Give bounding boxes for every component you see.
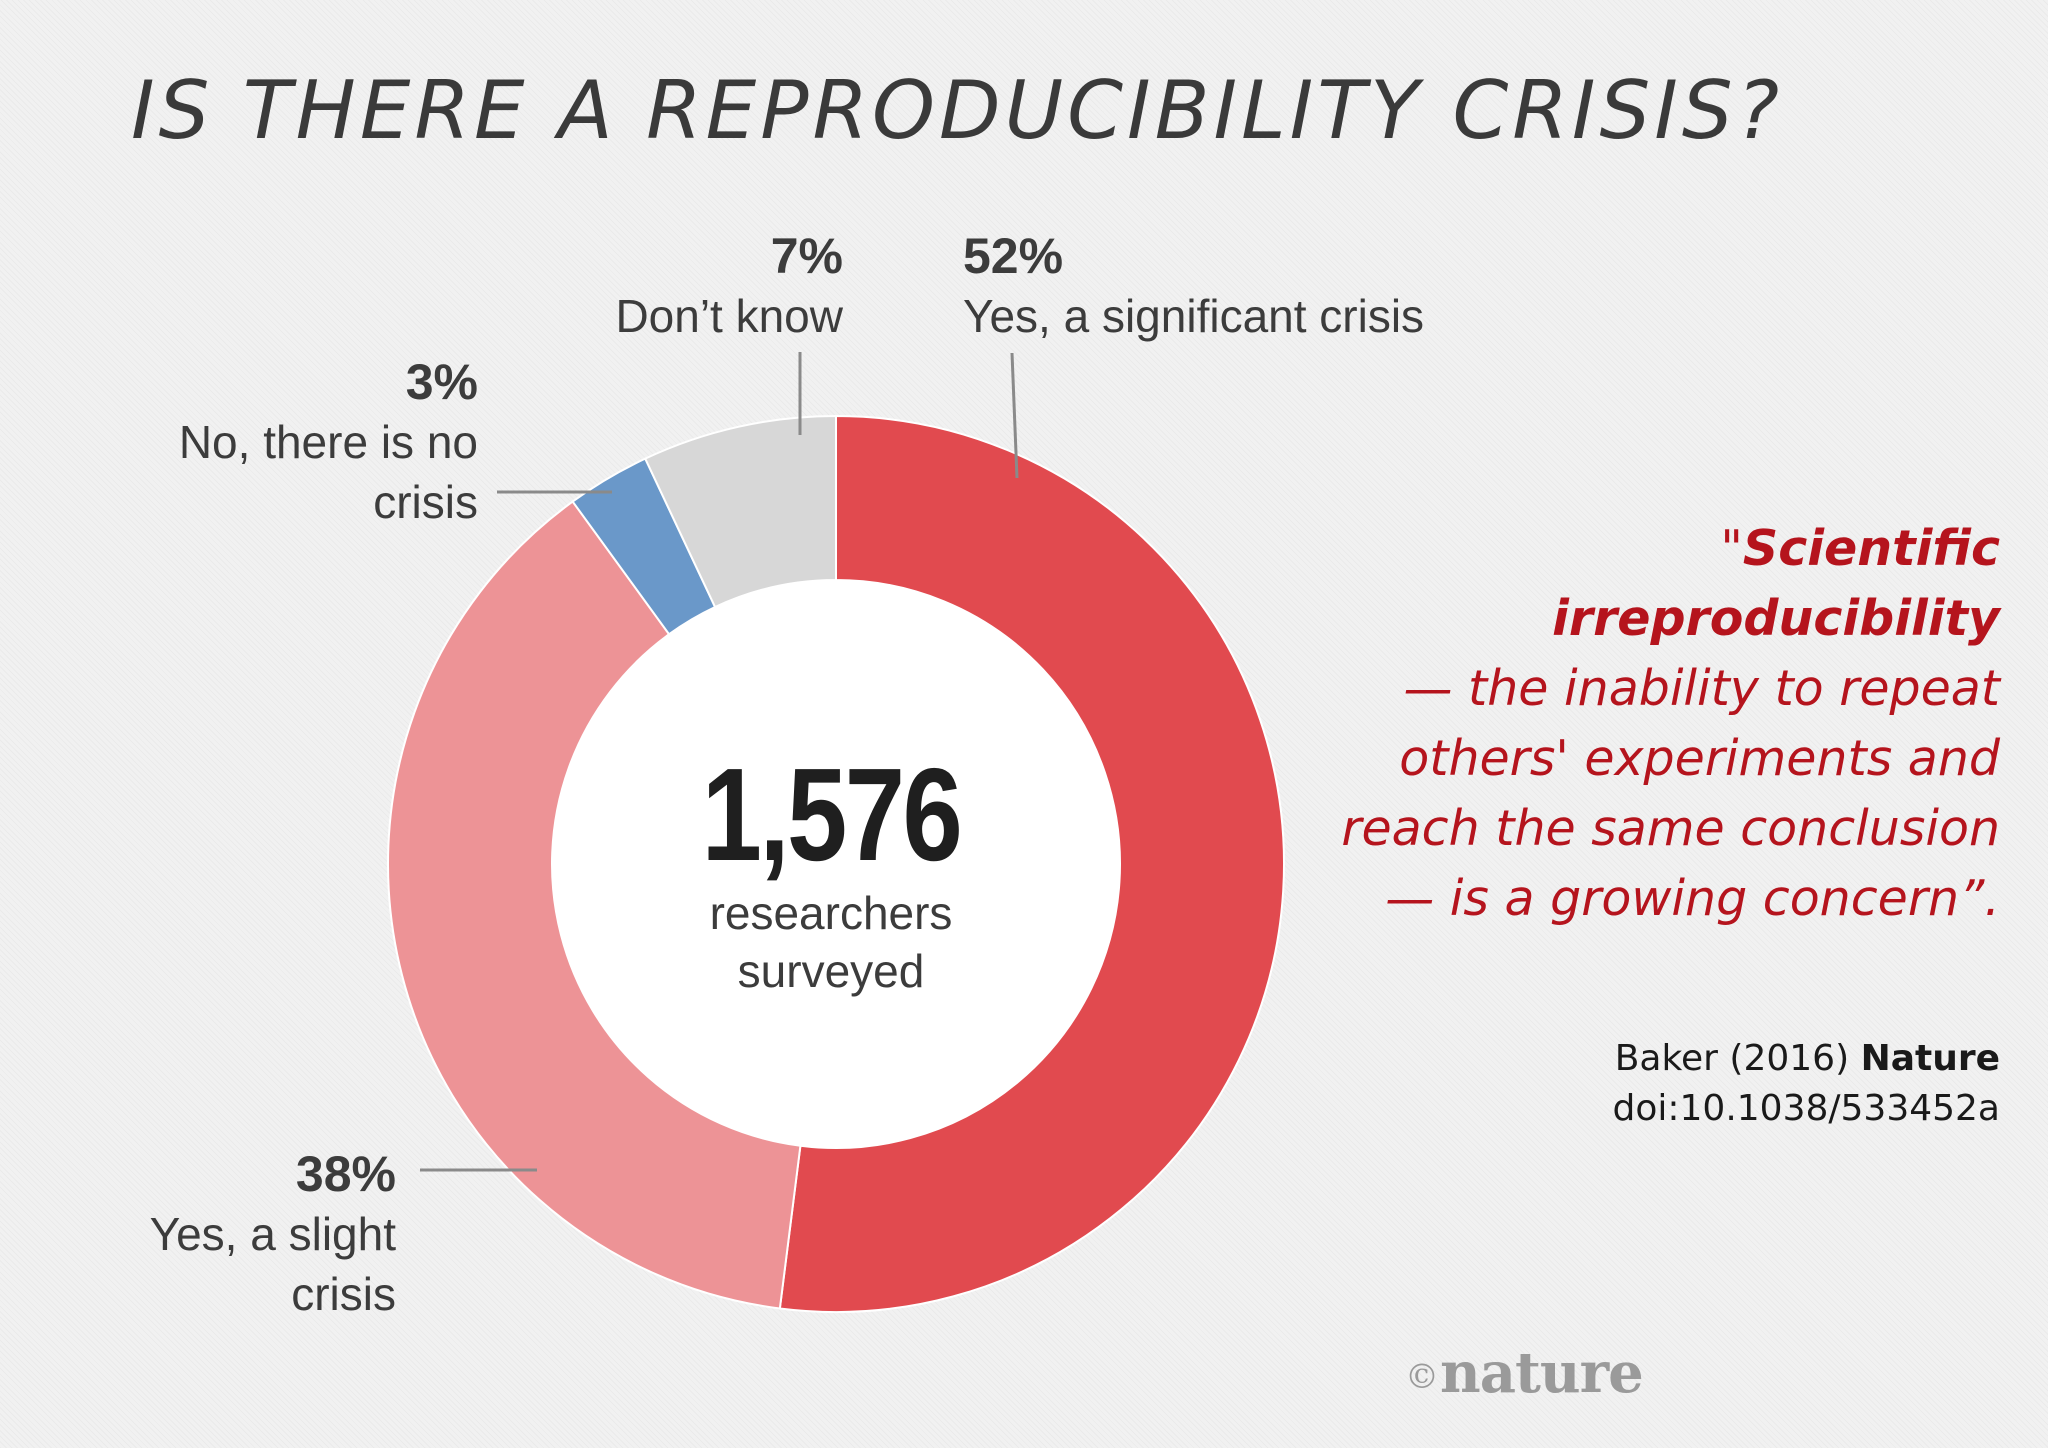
quote-open-mark: ": [1720, 520, 1743, 577]
leader-significant: [1010, 352, 1019, 479]
quote-line3: others' experiments and: [1399, 730, 2000, 787]
center-value: 1,576: [701, 741, 963, 888]
text-nocrisis-line2: crisis: [373, 476, 478, 528]
quote-line5: — is a growing concern”.: [1385, 870, 2000, 927]
citation-author: Baker (2016): [1614, 1038, 1861, 1079]
chart-title: IS THERE A REPRODUCIBILITY CRISIS?: [131, 64, 1784, 157]
center-caption: researchers surveyed: [631, 884, 1031, 1000]
label-slight-crisis: 38% Yes, a slight crisis: [100, 1144, 396, 1324]
quote-block: "Scientific irreproducibility — the inab…: [1280, 514, 2000, 934]
quote-line2: — the inability to repeat: [1403, 660, 2000, 717]
nature-logo: ©nature: [1405, 1340, 1644, 1406]
citation-journal: Nature: [1860, 1038, 2000, 1079]
center-caption-line1: researchers: [709, 887, 953, 939]
quote-line1: "Scientific irreproducibility: [1280, 514, 2000, 654]
label-no-crisis: 3% No, there is no crisis: [100, 352, 478, 532]
text-nocrisis-line1: No, there is no: [178, 416, 478, 468]
text-slight-line2: crisis: [291, 1268, 396, 1320]
citation: Baker (2016) Nature doi:10.1038/533452a: [1613, 1034, 2001, 1134]
donut-hole: [552, 580, 1120, 1148]
text-slight-line1: Yes, a slight: [149, 1208, 396, 1260]
label-dont-know: 7% Don’t know: [560, 226, 843, 346]
label-significant-crisis: 52% Yes, a significant crisis: [963, 226, 1424, 346]
text-dontknow: Don’t know: [615, 290, 843, 342]
pct-dontknow: 7%: [770, 228, 843, 284]
logo-name: nature: [1440, 1340, 1644, 1406]
citation-doi: doi:10.1038/533452a: [1612, 1088, 2001, 1129]
citation-line1: Baker (2016) Nature: [1613, 1034, 2000, 1084]
pct-significant: 52%: [963, 228, 1064, 284]
pct-nocrisis: 3%: [405, 354, 478, 410]
copyright-mark: ©: [1405, 1357, 1439, 1398]
quote-line4: reach the same conclusion: [1341, 800, 2000, 857]
text-significant: Yes, a significant crisis: [963, 290, 1425, 342]
donut-slice-0: [778, 414, 1285, 1313]
pct-slight: 38%: [295, 1146, 396, 1202]
center-caption-line2: surveyed: [737, 945, 925, 997]
quote-strong: Scientific irreproducibility: [1552, 520, 2000, 647]
